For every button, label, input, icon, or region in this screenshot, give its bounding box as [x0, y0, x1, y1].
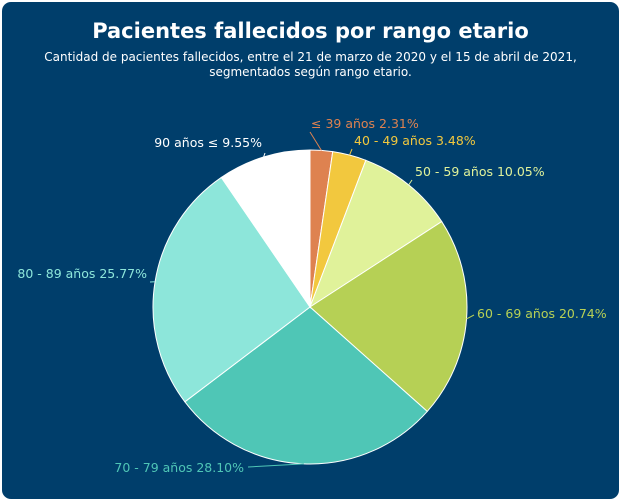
pie-leader-line [466, 314, 475, 320]
pie-leader-lines [149, 131, 475, 468]
pie-slice[interactable] [308, 159, 443, 309]
chart-subtitle: Cantidad de pacientes fallecidos, entre … [0, 50, 621, 80]
pie-labels: ≤ 39 años 2.31% 40 - 49 años 3.48% 50 - 59… [17, 116, 606, 475]
pie-slices [152, 149, 468, 465]
chart-subtitle-line-2: segmentados según rango etario. [209, 65, 412, 79]
pie-leader-line [408, 179, 413, 186]
pie-slice[interactable] [152, 176, 311, 403]
pie-slice-label: 40 - 49 años 3.48% [354, 133, 476, 148]
pie-slice-label: 80 - 89 años 25.77% [17, 266, 147, 281]
pie-leader-line [349, 148, 353, 156]
pie-slice-label: 50 - 59 años 10.05% [415, 164, 545, 179]
pie-slice-label: 70 - 79 años 28.10% [114, 460, 244, 475]
pie-slice-label: 90 años ≤ 9.55% [154, 135, 262, 150]
chart-title: Pacientes fallecidos por rango etario [92, 19, 529, 43]
pie-slice-label: ≤ 39 años 2.31% [311, 116, 419, 131]
pie-leader-line [247, 463, 304, 468]
pie-slice[interactable] [220, 149, 311, 309]
pie-leader-line [309, 131, 322, 151]
chart-subtitle-line-1: Cantidad de pacientes fallecidos, entre … [44, 50, 577, 64]
pie-slice-label: 60 - 69 años 20.74% [477, 306, 607, 321]
pie-leader-line [263, 152, 266, 158]
